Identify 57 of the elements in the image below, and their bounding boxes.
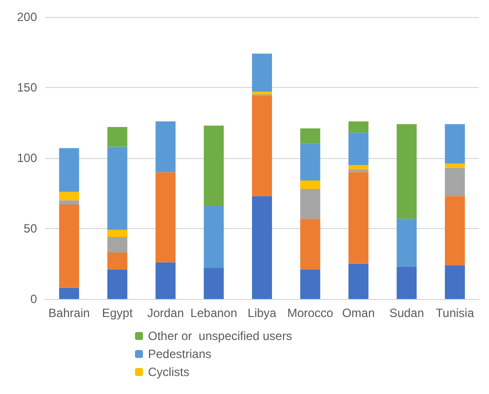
- bar: [59, 200, 80, 205]
- legend-label: Cyclists: [148, 365, 190, 379]
- x-tick-label: Jordan: [147, 306, 184, 320]
- bar: [300, 128, 320, 144]
- bar: [300, 218, 320, 270]
- bar: [252, 196, 272, 299]
- x-tick-label: Libya: [248, 306, 277, 320]
- bar: [348, 165, 368, 170]
- legend-label: Pedestrians: [148, 347, 212, 361]
- bar: [204, 268, 224, 299]
- bar: [348, 132, 368, 166]
- bar: [444, 265, 465, 299]
- bar: [348, 264, 368, 299]
- bar: [300, 180, 320, 190]
- bar: [348, 121, 368, 133]
- bar: [444, 196, 465, 266]
- legend-label: Other or unspecified users: [148, 329, 292, 343]
- bar: [444, 168, 465, 196]
- bar: [59, 192, 80, 200]
- bar: [156, 121, 176, 172]
- x-tick-label: Oman: [342, 306, 375, 320]
- bar: [348, 172, 368, 264]
- y-tick-label: 100: [16, 151, 38, 165]
- bar: [107, 236, 128, 252]
- x-tick-label: Lebanon: [190, 306, 238, 320]
- bar: [107, 126, 128, 147]
- bar: [300, 144, 320, 181]
- bar: [204, 126, 224, 206]
- y-tick-label: 0: [30, 292, 38, 306]
- bar: [252, 96, 272, 196]
- bar: [156, 172, 176, 262]
- bar: [59, 148, 80, 192]
- bar: [444, 164, 465, 168]
- bar: [156, 262, 176, 299]
- bar: [444, 124, 465, 164]
- x-tick-label: Morocco: [287, 306, 334, 320]
- bar: [59, 288, 80, 299]
- x-tick-label: Egypt: [102, 306, 134, 320]
- bar: [396, 124, 417, 219]
- bar: [107, 230, 128, 237]
- x-tick-label: Bahrain: [48, 306, 90, 320]
- bar: [204, 206, 224, 268]
- x-tick-label: Sudan: [389, 306, 424, 320]
- bar: [300, 269, 320, 299]
- bar: [252, 54, 272, 92]
- bar: [59, 204, 80, 288]
- y-tick-label: 150: [16, 80, 38, 94]
- bar: [396, 266, 417, 299]
- bar: [107, 146, 128, 230]
- x-tick-label: Tunisia: [436, 306, 474, 320]
- y-tick-label: 50: [24, 222, 38, 236]
- bar: [107, 252, 128, 270]
- bar: [300, 189, 320, 219]
- bar: [252, 92, 272, 95]
- y-tick-label: 200: [16, 10, 38, 24]
- bar: [107, 269, 128, 299]
- bar: [396, 218, 417, 267]
